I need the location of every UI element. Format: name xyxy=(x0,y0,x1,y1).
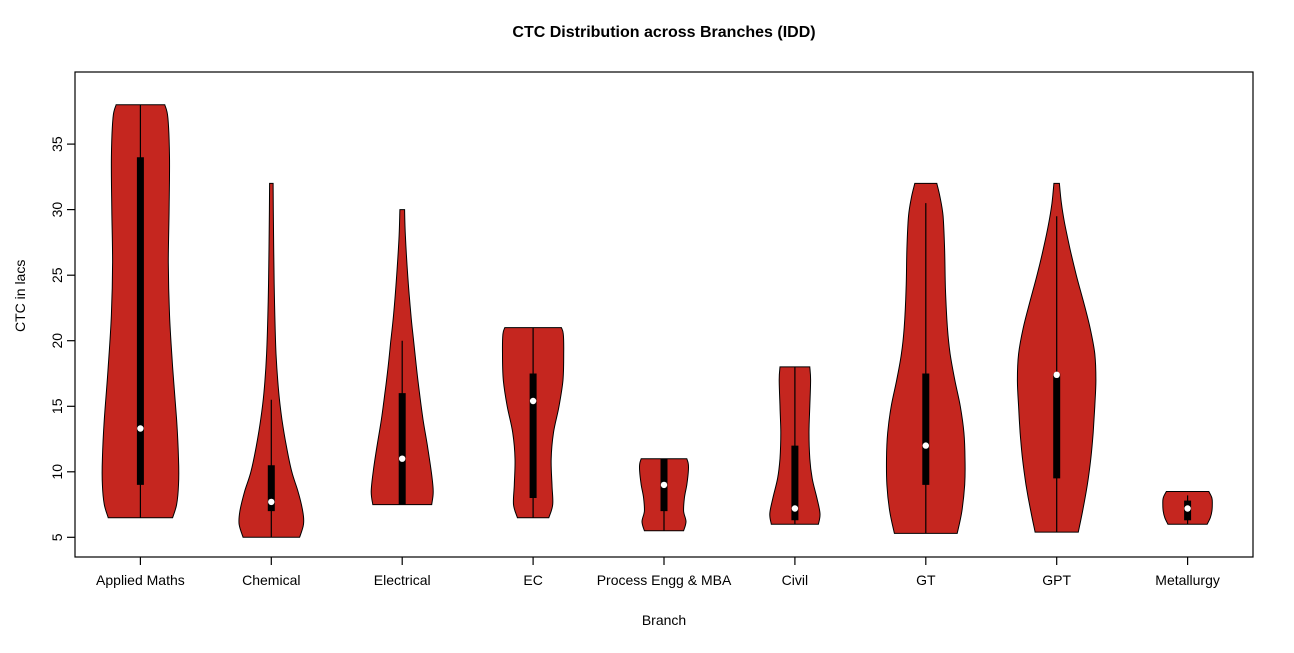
violin-chemical xyxy=(238,182,305,538)
median-dot-gpt xyxy=(1053,371,1060,378)
y-tick-label: 25 xyxy=(49,267,65,283)
median-dot-metallurgy xyxy=(1184,505,1191,512)
category-label-applied-maths: Applied Maths xyxy=(96,572,185,588)
x-axis-label: Branch xyxy=(641,612,687,628)
y-tick-label: 30 xyxy=(49,202,65,218)
median-dot-applied-maths xyxy=(137,425,144,432)
median-dot-electrical xyxy=(399,455,406,462)
median-dot-ec xyxy=(529,397,537,405)
category-label-chemical: Chemical xyxy=(242,572,300,588)
y-tick-label: 35 xyxy=(49,136,65,152)
category-label-gpt: GPT xyxy=(1042,572,1071,588)
median-dot-civil xyxy=(791,505,799,512)
chart-title: CTC Distribution across Branches (IDD) xyxy=(512,24,816,41)
category-label-civil: Civil xyxy=(782,572,808,588)
y-tick-label: 20 xyxy=(49,333,65,349)
category-label-process-engg-mba: Process Engg & MBA xyxy=(597,572,732,588)
y-tick-label: 15 xyxy=(49,398,65,414)
category-label-gt: GT xyxy=(916,572,936,588)
category-label-ec: EC xyxy=(523,572,542,588)
y-tick-label: 5 xyxy=(49,533,65,541)
median-dot-chemical xyxy=(268,498,275,506)
median-dot-process-engg-mba xyxy=(660,481,668,489)
y-tick-label: 10 xyxy=(49,464,65,480)
median-dot-gt xyxy=(922,442,929,449)
category-label-electrical: Electrical xyxy=(374,572,431,588)
y-axis-label: CTC in lacs xyxy=(12,259,28,332)
category-label-metallurgy: Metallurgy xyxy=(1155,572,1220,588)
